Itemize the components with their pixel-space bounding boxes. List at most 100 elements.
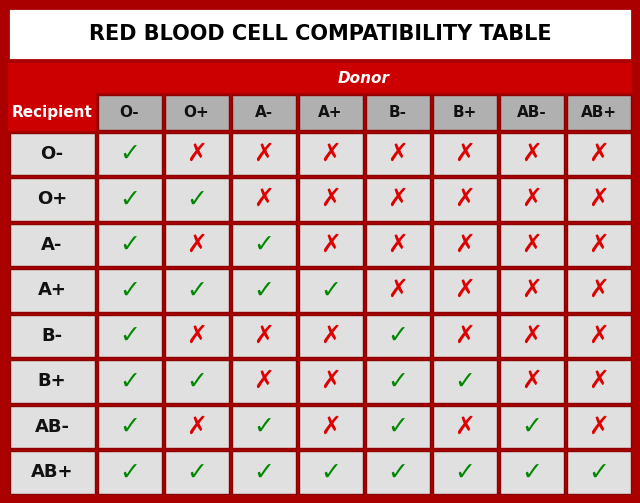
Bar — [365, 132, 429, 175]
Bar — [164, 132, 228, 175]
Text: A-: A- — [255, 105, 273, 120]
Bar — [10, 269, 95, 311]
Text: ✗: ✗ — [588, 233, 609, 257]
Bar — [365, 178, 429, 220]
Text: B+: B+ — [452, 105, 477, 120]
Text: ✓: ✓ — [387, 369, 408, 393]
Bar — [433, 451, 497, 493]
Bar — [97, 132, 161, 175]
Bar — [97, 405, 161, 448]
Text: ✗: ✗ — [320, 233, 341, 257]
Bar — [164, 178, 228, 220]
Text: ✗: ✗ — [186, 324, 207, 348]
Bar — [566, 314, 630, 357]
Text: ✗: ✗ — [186, 142, 207, 166]
Text: ✗: ✗ — [521, 233, 542, 257]
Bar — [164, 95, 228, 129]
Bar — [10, 360, 95, 402]
Text: AB+: AB+ — [580, 105, 616, 120]
Bar — [232, 451, 296, 493]
Text: Donor: Donor — [338, 70, 390, 86]
Bar — [298, 451, 362, 493]
Bar — [10, 223, 95, 266]
Text: ✓: ✓ — [253, 415, 274, 439]
Text: ✓: ✓ — [119, 278, 140, 302]
Text: ✓: ✓ — [119, 460, 140, 484]
Bar — [298, 223, 362, 266]
Text: Recipient: Recipient — [12, 105, 92, 120]
Text: ✓: ✓ — [186, 187, 207, 211]
Bar — [499, 360, 563, 402]
Text: ✓: ✓ — [588, 460, 609, 484]
Text: O+: O+ — [37, 190, 67, 208]
Bar — [232, 360, 296, 402]
Text: AB-: AB- — [516, 105, 547, 120]
Text: ✗: ✗ — [521, 324, 542, 348]
Text: RED BLOOD CELL COMPATIBILITY TABLE: RED BLOOD CELL COMPATIBILITY TABLE — [89, 24, 551, 44]
Bar — [433, 314, 497, 357]
Bar — [164, 405, 228, 448]
Text: A+: A+ — [38, 281, 67, 299]
Bar — [298, 95, 362, 129]
Bar — [298, 269, 362, 311]
Bar — [499, 314, 563, 357]
Text: ✗: ✗ — [588, 187, 609, 211]
Text: AB-: AB- — [35, 418, 70, 436]
Text: AB+: AB+ — [31, 463, 73, 481]
Bar — [10, 405, 95, 448]
Bar — [8, 8, 632, 60]
Bar — [232, 314, 296, 357]
Text: ✓: ✓ — [186, 460, 207, 484]
Text: ✗: ✗ — [521, 142, 542, 166]
Bar — [365, 95, 429, 129]
Text: ✗: ✗ — [320, 415, 341, 439]
Text: ✓: ✓ — [119, 142, 140, 166]
Text: ✗: ✗ — [253, 187, 274, 211]
Text: O-: O- — [40, 145, 63, 163]
Bar — [499, 132, 563, 175]
Text: ✗: ✗ — [387, 187, 408, 211]
Bar — [10, 451, 95, 493]
Text: ✗: ✗ — [320, 187, 341, 211]
Text: ✗: ✗ — [588, 369, 609, 393]
Bar — [433, 132, 497, 175]
Bar — [298, 132, 362, 175]
Text: ✗: ✗ — [454, 233, 475, 257]
Text: ✗: ✗ — [454, 142, 475, 166]
Bar — [298, 360, 362, 402]
Bar — [164, 360, 228, 402]
Bar — [10, 132, 95, 175]
Text: ✓: ✓ — [186, 369, 207, 393]
Bar — [566, 269, 630, 311]
Text: ✗: ✗ — [387, 278, 408, 302]
Bar — [232, 178, 296, 220]
Bar — [566, 360, 630, 402]
Bar — [499, 405, 563, 448]
Bar — [365, 314, 429, 357]
Text: ✗: ✗ — [320, 142, 341, 166]
Bar — [566, 451, 630, 493]
Bar — [298, 405, 362, 448]
Bar — [164, 451, 228, 493]
Text: A-: A- — [42, 236, 63, 254]
Bar — [365, 223, 429, 266]
Bar — [499, 451, 563, 493]
Text: ✗: ✗ — [454, 415, 475, 439]
Bar — [10, 178, 95, 220]
Text: O+: O+ — [184, 105, 209, 120]
Bar — [566, 405, 630, 448]
Text: ✗: ✗ — [387, 233, 408, 257]
Text: ✗: ✗ — [588, 142, 609, 166]
Bar — [232, 223, 296, 266]
Text: ✗: ✗ — [320, 369, 341, 393]
Bar — [566, 223, 630, 266]
Text: ✗: ✗ — [588, 415, 609, 439]
Text: ✗: ✗ — [253, 142, 274, 166]
Text: ✗: ✗ — [253, 369, 274, 393]
Bar — [566, 178, 630, 220]
Text: ✗: ✗ — [521, 369, 542, 393]
Text: ✗: ✗ — [454, 278, 475, 302]
Text: ✓: ✓ — [253, 233, 274, 257]
Text: ✓: ✓ — [387, 324, 408, 348]
Bar — [365, 360, 429, 402]
